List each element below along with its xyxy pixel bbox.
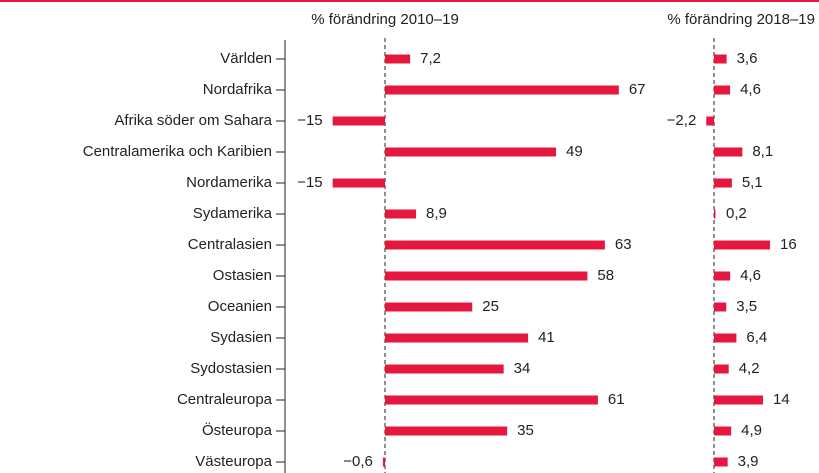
bar [332, 178, 385, 188]
bar [706, 116, 714, 126]
bar [385, 85, 619, 95]
bar [714, 54, 727, 64]
value-label: 49 [566, 143, 583, 160]
category-label: Centraleuropa [177, 391, 273, 408]
bar [714, 333, 737, 343]
value-label: 4,2 [739, 360, 760, 377]
bar [385, 240, 605, 250]
category-label: Ostasien [213, 267, 272, 284]
bar [382, 457, 385, 467]
category-label: Sydasien [210, 329, 272, 346]
bar [714, 364, 729, 374]
value-label: 41 [538, 329, 555, 346]
value-label: 58 [597, 267, 614, 284]
bar [332, 116, 385, 126]
value-label: 6,4 [746, 329, 767, 346]
value-label: 4,6 [740, 81, 761, 98]
category-label: Västeuropa [195, 453, 272, 470]
value-label: 3,9 [738, 453, 759, 470]
bar [714, 302, 727, 312]
value-label: 25 [482, 298, 499, 315]
value-label: 63 [615, 236, 632, 253]
value-label: 61 [608, 391, 625, 408]
value-label: 4,6 [740, 267, 761, 284]
bar [385, 302, 473, 312]
category-label: Östeuropa [202, 421, 273, 439]
category-label: Oceanien [208, 298, 272, 315]
bar [385, 147, 557, 157]
bar [714, 395, 763, 405]
panel-title: % förändring 2010–19 [311, 11, 459, 28]
value-label: 8,9 [426, 205, 447, 222]
category-label: Världen [220, 50, 272, 67]
value-label: −15 [297, 112, 322, 129]
category-label: Sydostasien [190, 360, 272, 377]
value-label: −15 [297, 174, 322, 191]
category-label: Nordafrika [203, 81, 273, 98]
bar [385, 271, 588, 281]
category-label: Centralasien [188, 236, 272, 253]
value-label: 67 [629, 81, 646, 98]
bar [385, 333, 529, 343]
value-label: 35 [517, 422, 534, 439]
bar [714, 240, 770, 250]
value-label: −0,6 [343, 453, 373, 470]
bar [714, 147, 743, 157]
value-label: 0,2 [726, 205, 747, 222]
value-label: 5,1 [742, 174, 763, 191]
bar [385, 426, 508, 436]
bar [714, 426, 732, 436]
value-label: 8,1 [752, 143, 773, 160]
value-label: 3,6 [737, 50, 758, 67]
category-label: Nordamerika [186, 174, 273, 191]
bar [385, 54, 411, 64]
value-label: 16 [780, 236, 797, 253]
bar [385, 364, 504, 374]
category-label: Sydamerika [193, 205, 273, 222]
value-label: 4,9 [741, 422, 762, 439]
category-label: Afrika söder om Sahara [114, 112, 272, 129]
value-label: 14 [773, 391, 790, 408]
bar [714, 457, 728, 467]
category-label: Centralamerika och Karibien [83, 143, 272, 160]
bar [714, 209, 716, 219]
bar [714, 178, 732, 188]
value-label: 34 [514, 360, 531, 377]
bar [714, 271, 731, 281]
bar [385, 395, 598, 405]
panel-title: % förändring 2018–19 [667, 11, 815, 28]
bar [714, 85, 731, 95]
bar [385, 209, 417, 219]
value-label: 7,2 [420, 50, 441, 67]
value-label: 3,5 [736, 298, 757, 315]
value-label: −2,2 [667, 112, 697, 129]
